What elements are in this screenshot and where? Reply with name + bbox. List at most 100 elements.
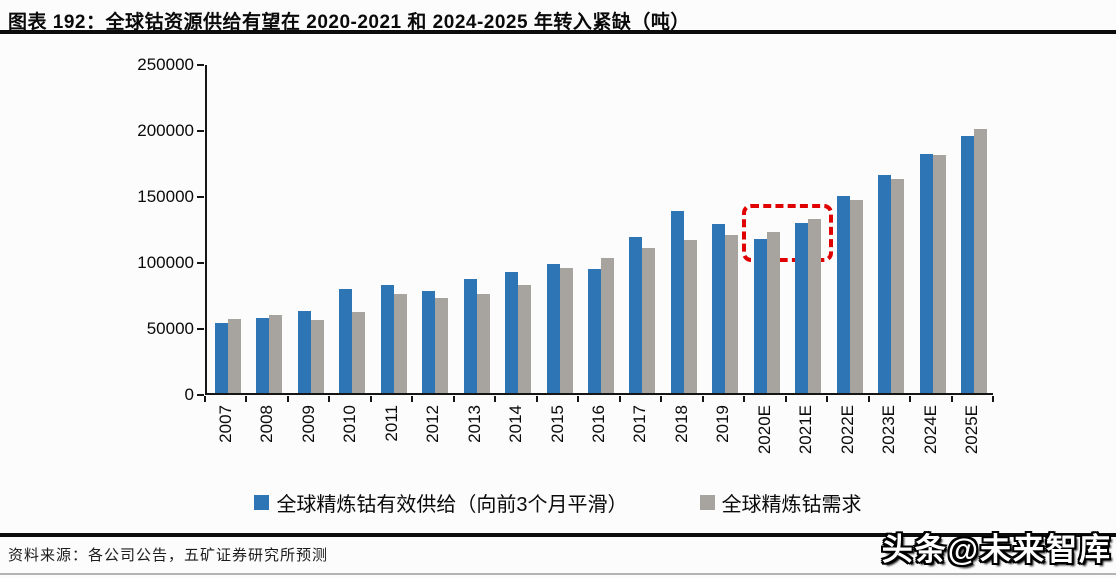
- x-tick-mark: [204, 396, 206, 402]
- x-tick-label-2025E: 2025E: [962, 405, 982, 455]
- supply-bar-2012: [422, 291, 436, 393]
- supply-bar-2015: [546, 263, 560, 393]
- x-tick-mark: [411, 396, 414, 402]
- supply-bar-2013: [463, 279, 477, 393]
- demand-bar-2019: [725, 234, 739, 393]
- y-tick-mark: [197, 262, 204, 264]
- x-tick-label-2013: 2013: [464, 405, 484, 443]
- x-tick-label-2010: 2010: [340, 405, 360, 443]
- x-tick-label-2018: 2018: [671, 405, 691, 443]
- y-tick-label: 50000: [146, 319, 194, 338]
- demand-legend-swatch: [699, 495, 715, 510]
- x-tick-mark: [784, 396, 787, 402]
- x-tick-mark: [618, 396, 621, 402]
- x-tick-mark: [909, 396, 912, 402]
- y-tick-mark: [197, 394, 204, 396]
- x-tick-mark: [577, 396, 580, 402]
- x-tick-mark: [950, 396, 953, 402]
- x-tick-mark: [867, 396, 870, 402]
- supply-bar-2007: [214, 323, 228, 393]
- supply-bar-2010: [339, 288, 353, 393]
- chart-legend: 全球精炼钴有效供给（向前3个月平滑） 全球精炼钴需求: [0, 488, 1116, 517]
- demand-bar-2016: [601, 258, 614, 393]
- demand-bar-2023E: [891, 179, 905, 393]
- supply-bar-2019: [712, 224, 726, 393]
- x-tick-mark: [701, 396, 704, 402]
- y-tick-label: 100000: [137, 253, 194, 272]
- y-tick-mark: [197, 328, 204, 330]
- x-tick-mark: [245, 396, 248, 402]
- legend-item-supply: 全球精炼钴有效供给（向前3个月平滑）: [254, 488, 628, 517]
- title-divider: [0, 30, 1116, 34]
- demand-bar-2010: [352, 312, 366, 393]
- x-tick-label-2012: 2012: [423, 405, 443, 443]
- demand-bar-2025E: [974, 129, 988, 393]
- plot-area: [205, 65, 993, 395]
- deficit-highlight-box: [742, 204, 833, 262]
- x-tick-label-2007: 2007: [215, 405, 235, 443]
- x-tick-mark: [660, 396, 663, 402]
- x-tick-label-2021E: 2021E: [796, 405, 816, 455]
- demand-bar-2021E: [808, 218, 822, 393]
- y-tick-mark: [197, 130, 204, 132]
- legend-item-demand: 全球精炼钴需求: [699, 488, 862, 517]
- y-tick-label: 150000: [137, 187, 194, 206]
- demand-legend-label: 全球精炼钴需求: [721, 494, 862, 516]
- demand-bar-2011: [393, 294, 407, 393]
- source-note: 资料来源：各公司公告，五矿证券研究所预测: [8, 547, 329, 564]
- supply-bar-2016: [588, 268, 601, 393]
- x-tick-mark: [494, 396, 497, 402]
- y-tick-label: 200000: [137, 121, 194, 140]
- x-tick-label-2023E: 2023E: [879, 405, 899, 455]
- y-tick-label: 0: [184, 385, 194, 404]
- y-tick-mark: [197, 196, 204, 198]
- x-tick-mark: [369, 396, 372, 402]
- x-tick-mark: [743, 396, 746, 402]
- x-tick-mark: [286, 396, 289, 402]
- x-tick-label-2022E: 2022E: [837, 405, 857, 455]
- watermark-text: 头条@未来智库: [881, 532, 1112, 567]
- demand-bar-2017: [642, 247, 656, 393]
- supply-bar-2021E: [795, 222, 809, 393]
- demand-bar-2014: [518, 284, 532, 393]
- page-bottom-line: [0, 573, 1116, 575]
- supply-legend-label: 全球精炼钴有效供给（向前3个月平滑）: [276, 494, 628, 516]
- x-tick-label-2009: 2009: [298, 405, 318, 443]
- x-tick-mark: [826, 396, 829, 402]
- supply-bar-2024E: [919, 154, 933, 393]
- x-tick-mark: [535, 396, 538, 402]
- bottom-divider: [0, 533, 1116, 537]
- supply-legend-swatch: [254, 495, 270, 510]
- demand-bar-2013: [476, 294, 490, 393]
- supply-bar-2022E: [836, 196, 850, 393]
- x-tick-label-2024E: 2024E: [920, 405, 940, 455]
- y-tick-mark: [197, 64, 204, 66]
- x-tick-label-2015: 2015: [547, 405, 567, 443]
- x-tick-mark: [992, 396, 994, 402]
- x-tick-mark: [452, 396, 455, 402]
- supply-bar-2011: [380, 284, 394, 393]
- supply-bar-2018: [670, 210, 684, 393]
- supply-bar-2017: [629, 237, 643, 393]
- demand-bar-2007: [227, 319, 241, 393]
- demand-bar-2018: [683, 239, 697, 393]
- demand-bar-2024E: [932, 155, 946, 393]
- demand-bar-2015: [559, 267, 573, 393]
- demand-bar-2009: [310, 320, 324, 393]
- x-tick-label-2011: 2011: [381, 405, 401, 442]
- x-tick-label-2019: 2019: [713, 405, 733, 443]
- demand-bar-2012: [435, 297, 449, 393]
- supply-bar-2009: [297, 311, 311, 393]
- demand-bar-2020E: [766, 231, 780, 393]
- x-tick-label-2008: 2008: [257, 405, 277, 443]
- y-tick-label: 250000: [137, 55, 194, 74]
- figure-title: 图表 192：全球钴资源供给有望在 2020-2021 和 2024-2025 …: [8, 12, 690, 33]
- demand-bar-2008: [269, 315, 283, 393]
- supply-bar-2008: [256, 317, 270, 393]
- x-tick-mark: [328, 396, 331, 402]
- figure-title-row: 图表 192：全球钴资源供给有望在 2020-2021 和 2024-2025 …: [8, 7, 1108, 34]
- demand-bar-2022E: [849, 200, 863, 393]
- supply-bar-2020E: [753, 238, 767, 393]
